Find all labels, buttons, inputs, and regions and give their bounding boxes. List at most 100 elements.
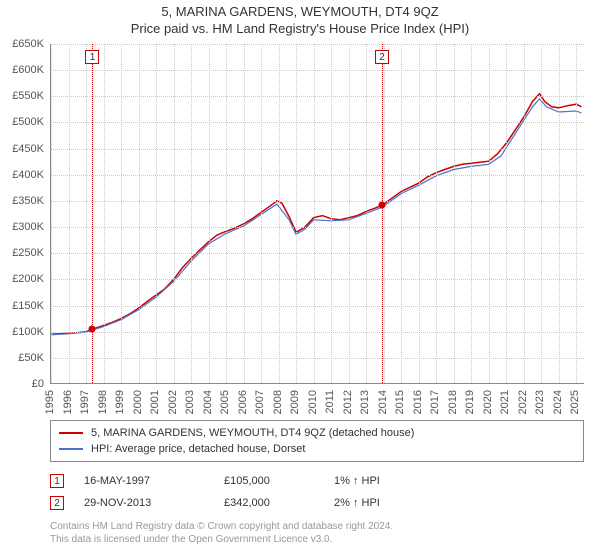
y-axis-label: £50K — [0, 352, 44, 364]
events-table: 1 16-MAY-1997 £105,000 1% ↑ HPI 2 29-NOV… — [50, 470, 584, 514]
x-axis-label: 2010 — [307, 390, 319, 414]
gridline-v — [559, 44, 560, 383]
y-axis-label: £250K — [0, 247, 44, 259]
gridline-v — [506, 44, 507, 383]
event-dot — [89, 326, 96, 333]
x-axis-label: 2011 — [324, 390, 336, 414]
y-axis-label: £200K — [0, 273, 44, 285]
x-axis-label: 2017 — [429, 390, 441, 414]
gridline-h — [51, 70, 584, 71]
legend-area: 5, MARINA GARDENS, WEYMOUTH, DT4 9QZ (de… — [50, 420, 584, 546]
legend-row-property: 5, MARINA GARDENS, WEYMOUTH, DT4 9QZ (de… — [59, 425, 575, 441]
y-axis-label: £450K — [0, 143, 44, 155]
gridline-v — [349, 44, 350, 383]
event-date-1: 16-MAY-1997 — [84, 475, 204, 487]
x-axis-label: 2022 — [517, 390, 529, 414]
x-axis-label: 2014 — [377, 390, 389, 414]
y-axis-label: £500K — [0, 116, 44, 128]
x-axis-label: 2013 — [359, 390, 371, 414]
legend-row-hpi: HPI: Average price, detached house, Dors… — [59, 441, 575, 457]
credit-line-2: This data is licensed under the Open Gov… — [50, 533, 584, 546]
gridline-v — [174, 44, 175, 383]
title-address: 5, MARINA GARDENS, WEYMOUTH, DT4 9QZ — [0, 4, 600, 21]
x-axis-label: 2012 — [342, 390, 354, 414]
x-axis-label: 1997 — [79, 390, 91, 414]
gridline-h — [51, 96, 584, 97]
x-axis-label: 2024 — [552, 390, 564, 414]
gridline-v — [279, 44, 280, 383]
x-axis-label: 2004 — [202, 390, 214, 414]
y-axis-label: £350K — [0, 195, 44, 207]
x-axis-label: 2002 — [167, 390, 179, 414]
gridline-v — [226, 44, 227, 383]
gridline-h — [51, 122, 584, 123]
event-box: 1 — [85, 50, 99, 64]
event-marker-1: 1 — [50, 474, 64, 488]
event-price-2: £342,000 — [224, 497, 314, 509]
title-block: 5, MARINA GARDENS, WEYMOUTH, DT4 9QZ Pri… — [0, 0, 600, 38]
chart-container: 5, MARINA GARDENS, WEYMOUTH, DT4 9QZ Pri… — [0, 0, 600, 560]
gridline-v — [541, 44, 542, 383]
y-axis-label: £650K — [0, 38, 44, 50]
x-axis-label: 2019 — [464, 390, 476, 414]
x-axis-label: 2001 — [149, 390, 161, 414]
gridline-v — [209, 44, 210, 383]
event-dot — [379, 202, 386, 209]
title-subtitle: Price paid vs. HM Land Registry's House … — [0, 21, 600, 38]
gridline-v — [524, 44, 525, 383]
legend-label-hpi: HPI: Average price, detached house, Dors… — [91, 443, 305, 455]
x-axis-label: 2003 — [184, 390, 196, 414]
x-axis-label: 1998 — [97, 390, 109, 414]
x-axis-label: 2000 — [132, 390, 144, 414]
gridline-v — [419, 44, 420, 383]
x-axis-label: 2006 — [237, 390, 249, 414]
event-row-2: 2 29-NOV-2013 £342,000 2% ↑ HPI — [50, 492, 584, 514]
gridline-h — [51, 358, 584, 359]
x-axis-label: 2005 — [219, 390, 231, 414]
credit-line-1: Contains HM Land Registry data © Crown c… — [50, 520, 584, 533]
y-axis-label: £0 — [0, 378, 44, 390]
gridline-v — [489, 44, 490, 383]
x-axis-label: 2021 — [499, 390, 511, 414]
gridline-v — [471, 44, 472, 383]
gridline-v — [156, 44, 157, 383]
gridline-v — [86, 44, 87, 383]
gridline-h — [51, 279, 584, 280]
event-marker-2: 2 — [50, 496, 64, 510]
gridline-h — [51, 201, 584, 202]
gridline-v — [191, 44, 192, 383]
y-axis-label: £600K — [0, 64, 44, 76]
gridline-v — [436, 44, 437, 383]
x-axis-label: 2018 — [447, 390, 459, 414]
x-axis-label: 2007 — [254, 390, 266, 414]
y-axis-label: £100K — [0, 326, 44, 338]
legend-label-property: 5, MARINA GARDENS, WEYMOUTH, DT4 9QZ (de… — [91, 427, 414, 439]
series-property — [51, 94, 582, 335]
gridline-v — [366, 44, 367, 383]
x-axis-label: 1996 — [62, 390, 74, 414]
x-axis-label: 2025 — [569, 390, 581, 414]
event-date-2: 29-NOV-2013 — [84, 497, 204, 509]
y-axis-label: £300K — [0, 221, 44, 233]
event-pct-2: 2% ↑ HPI — [334, 497, 434, 509]
gridline-v — [331, 44, 332, 383]
gridline-v — [296, 44, 297, 383]
x-axis-label: 1999 — [114, 390, 126, 414]
x-axis-label: 2020 — [482, 390, 494, 414]
gridline-h — [51, 306, 584, 307]
y-axis-label: £150K — [0, 300, 44, 312]
x-axis-label: 2023 — [534, 390, 546, 414]
gridline-v — [104, 44, 105, 383]
gridline-v — [314, 44, 315, 383]
gridline-v — [69, 44, 70, 383]
event-box: 2 — [375, 50, 389, 64]
x-axis-label: 1995 — [44, 390, 56, 414]
event-line — [382, 44, 383, 383]
gridline-v — [384, 44, 385, 383]
x-axis-label: 2008 — [272, 390, 284, 414]
legend-swatch-hpi — [59, 448, 83, 450]
event-row-1: 1 16-MAY-1997 £105,000 1% ↑ HPI — [50, 470, 584, 492]
series-svg — [51, 44, 585, 384]
gridline-h — [51, 175, 584, 176]
gridline-v — [261, 44, 262, 383]
